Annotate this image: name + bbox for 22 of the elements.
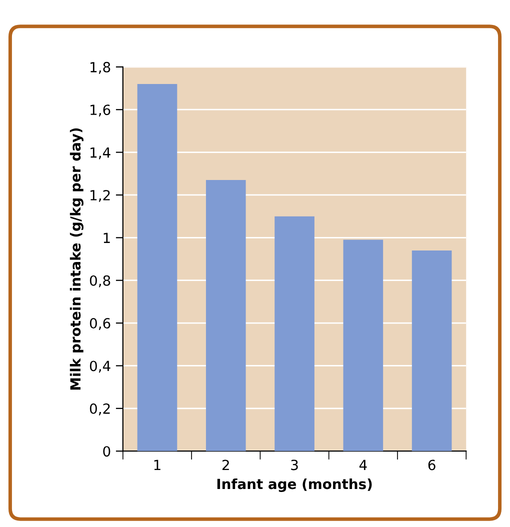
x-tick-label: 4 [359,460,367,470]
y-tick-label: 1,4 [90,147,110,160]
x-tick-label: 1 [154,460,160,470]
y-tick-label: 0,8 [90,275,110,288]
bar [137,84,178,452]
y-axis-title: Milk protein intake (g/kg per day) [70,128,84,390]
y-tick-label: 0,4 [90,360,110,373]
y-tick-label: 0,6 [90,318,110,330]
y-tick-label: 1 [104,232,110,243]
bar [206,180,246,452]
y-tick-label: 1,8 [90,62,110,74]
y-tick-label: 0,2 [90,403,110,416]
x-tick-label: 2 [222,460,229,470]
y-tick-label: 1,2 [90,190,110,202]
x-axis-title: Infant age (months) [217,478,372,492]
y-tick-label: 1,6 [90,104,110,117]
bar [343,240,384,452]
y-tick-label: 0 [103,446,110,457]
x-tick-label: 6 [428,460,436,470]
bar [412,250,452,452]
x-tick-label: 3 [291,460,298,470]
bar [274,216,314,452]
